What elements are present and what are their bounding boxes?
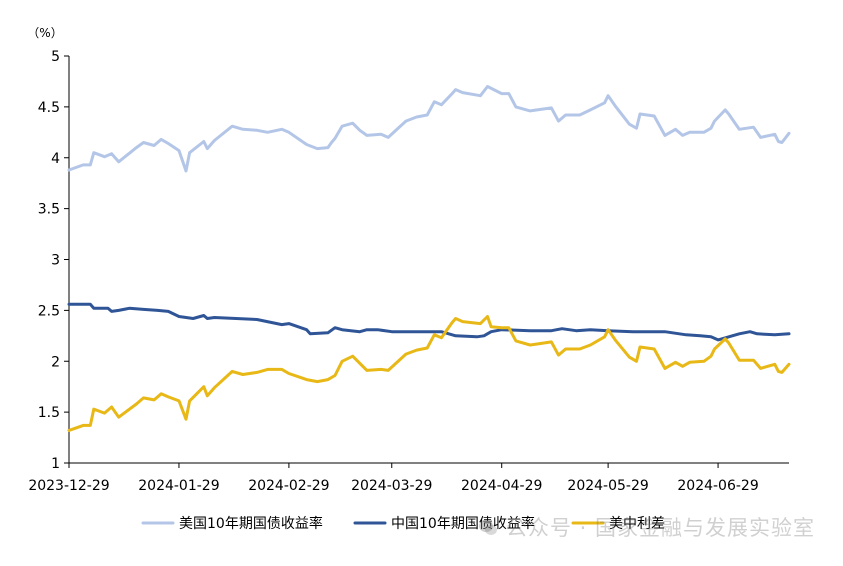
x-tick-label: 2024-03-29 xyxy=(351,478,432,494)
y-tick-label: 4 xyxy=(51,151,60,167)
y-tick-label: 4.5 xyxy=(38,100,60,116)
x-tick-label: 2023-12-29 xyxy=(28,478,109,494)
y-tick-label: 1.5 xyxy=(38,405,60,421)
x-tick-label: 2024-05-29 xyxy=(567,478,648,494)
y-tick-label: 3 xyxy=(51,253,60,269)
x-tick-label: 2024-06-29 xyxy=(677,478,758,494)
y-axis-unit: （%） xyxy=(27,26,62,40)
legend-label-2: 中国10年期国债收益率 xyxy=(391,515,535,532)
x-tick-label: 2024-04-29 xyxy=(461,478,542,494)
y-tick-label: 5 xyxy=(51,49,60,65)
wechat-icon xyxy=(478,519,498,537)
y-tick-label: 3.5 xyxy=(38,202,60,218)
y-tick-label: 1 xyxy=(51,456,60,472)
watermark-text: 公众号 · 国家金融与发展实验室 xyxy=(505,516,815,540)
y-tick-label: 2 xyxy=(51,354,60,370)
x-tick-label: 2024-02-29 xyxy=(248,478,329,494)
legend-label-1: 美国10年期国债收益率 xyxy=(179,515,323,532)
x-tick-label: 2024-01-29 xyxy=(138,478,219,494)
series-line-3 xyxy=(67,315,791,432)
legend-label-3: 美中利差 xyxy=(609,516,665,532)
series-line-1 xyxy=(67,85,791,173)
watermark: 公众号 · 国家金融与发展实验室 xyxy=(478,512,815,542)
y-tick-label: 2.5 xyxy=(38,303,60,319)
series-line-2 xyxy=(67,302,791,342)
